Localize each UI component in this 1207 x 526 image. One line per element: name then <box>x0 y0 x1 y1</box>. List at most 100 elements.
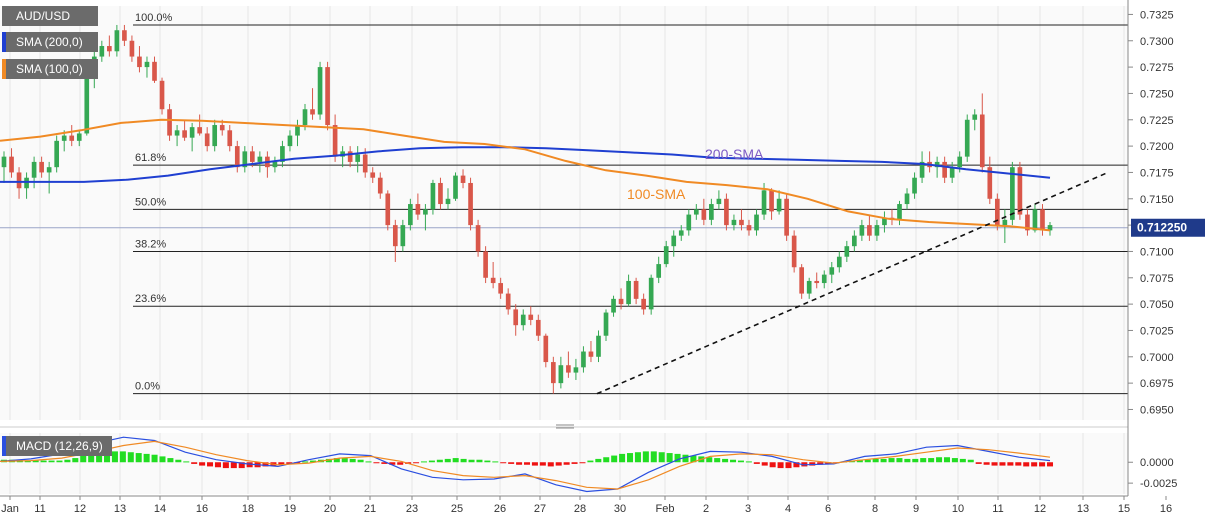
candle-body <box>84 77 90 134</box>
macd-histogram-bar <box>817 462 824 465</box>
y-tick-label: 0.7175 <box>1140 167 1174 179</box>
x-tick-label: 13 <box>1077 503 1089 515</box>
x-tick-label: 30 <box>614 503 626 515</box>
macd-histogram-bar <box>531 462 538 466</box>
candle-body <box>295 125 300 136</box>
macd-histogram-bar <box>476 459 483 463</box>
macd-histogram-bar <box>571 462 578 464</box>
candle-body <box>784 198 789 236</box>
x-tick-label: 18 <box>242 503 254 515</box>
candle-body <box>9 156 14 173</box>
price-panel-bg <box>0 6 1128 420</box>
macd-histogram-bar <box>420 461 427 463</box>
macd-histogram-bar <box>278 462 285 465</box>
candle-body <box>227 130 233 147</box>
candle-body <box>588 351 594 357</box>
sma100-legend-text: SMA (100,0) <box>16 62 83 76</box>
candle-body <box>242 151 248 168</box>
fib-label: 23.6% <box>135 293 166 305</box>
macd-histogram-bar <box>428 460 435 463</box>
candle-body <box>581 351 586 368</box>
x-tick-label: 20 <box>324 503 336 515</box>
macd-histogram-bar <box>682 454 689 463</box>
sma200-legend[interactable]: SMA (200,0) <box>2 32 98 52</box>
candle-body <box>1002 219 1008 226</box>
x-tick-label: 16 <box>1160 503 1172 515</box>
macd-histogram-bar <box>365 461 372 463</box>
macd-histogram-bar <box>96 452 103 463</box>
candle-body <box>528 314 534 320</box>
macd-histogram-bar <box>444 458 451 463</box>
macd-histogram-bar <box>611 455 618 463</box>
candle-body <box>641 298 646 310</box>
macd-histogram-bar <box>56 460 63 463</box>
trendline <box>596 171 1109 395</box>
candle-body <box>61 135 67 141</box>
candle-body <box>347 151 353 162</box>
macd-histogram-bar <box>864 459 871 463</box>
candle-body <box>904 193 910 205</box>
macd-histogram-bar <box>920 458 927 463</box>
macd-histogram-bar <box>563 462 570 465</box>
x-tick-label: 26 <box>494 503 506 515</box>
sma200-legend-text: SMA (200,0) <box>16 35 83 49</box>
macd-histogram-bar <box>104 452 111 463</box>
candle-body <box>76 133 82 141</box>
macd-histogram-bar <box>32 460 39 463</box>
candle-body <box>189 127 195 138</box>
macd-histogram-bar <box>1007 462 1014 466</box>
macd-histogram-bar <box>127 452 134 463</box>
x-tick-label: Jan <box>1 503 19 515</box>
candle-body <box>490 277 496 284</box>
macd-histogram-bar <box>714 458 721 463</box>
y-tick-label: 0.7250 <box>1140 88 1174 100</box>
macd-histogram-bar <box>159 456 166 463</box>
candle-body <box>1025 214 1030 231</box>
candle-body <box>400 225 406 247</box>
candle-body <box>325 67 330 126</box>
candle-body <box>596 335 601 357</box>
candle-body <box>686 214 692 231</box>
candle-body <box>761 190 767 215</box>
candle-body <box>24 177 29 189</box>
macd-histogram-bar <box>80 455 87 463</box>
macd-histogram-bar <box>706 457 713 463</box>
macd-histogram-bar <box>943 457 950 463</box>
macd-histogram-bar <box>523 462 531 465</box>
macd-histogram-bar <box>468 459 475 463</box>
candle-body <box>829 267 835 275</box>
macd-histogram-bar <box>207 462 214 467</box>
macd-histogram-bar <box>642 451 649 463</box>
macd-panel <box>0 436 1054 493</box>
fibonacci-levels: 100.0% 61.8% 50.0% 38.2% 23.6% 0.0% <box>0 12 1128 395</box>
candle-body <box>814 280 820 284</box>
sma100-legend[interactable]: SMA (100,0) <box>2 59 98 79</box>
macd-histogram-bar <box>333 458 340 463</box>
candle-body <box>957 156 963 168</box>
macd-histogram-bar <box>959 458 966 463</box>
candle-body <box>430 182 436 210</box>
macd-histogram-bar <box>769 462 776 468</box>
candle-body <box>423 209 428 215</box>
macd-histogram-bar <box>753 462 760 464</box>
macd-legend[interactable]: MACD (12,26,9) <box>2 436 112 456</box>
x-tick-label: 19 <box>284 503 296 515</box>
candle-body <box>746 225 752 231</box>
candle-body <box>987 167 993 199</box>
macd-histogram-bar <box>912 458 919 463</box>
y-tick-label: 0.7000 <box>1140 352 1174 364</box>
candle-body <box>603 312 609 336</box>
candle-body <box>731 219 737 226</box>
candle-body <box>114 30 120 52</box>
candle-body <box>453 175 458 199</box>
macd-histogram-bar <box>888 458 895 463</box>
symbol-label[interactable]: AUD/USD <box>2 6 98 26</box>
y-tick-label: 0.7225 <box>1140 115 1174 127</box>
candle-body <box>287 135 293 147</box>
y-tick-label: 0.6975 <box>1140 378 1174 390</box>
signal-line <box>0 440 1051 490</box>
candle-body <box>167 109 172 136</box>
x-tick-label: 27 <box>534 503 546 515</box>
x-tick-label: 14 <box>154 503 166 515</box>
